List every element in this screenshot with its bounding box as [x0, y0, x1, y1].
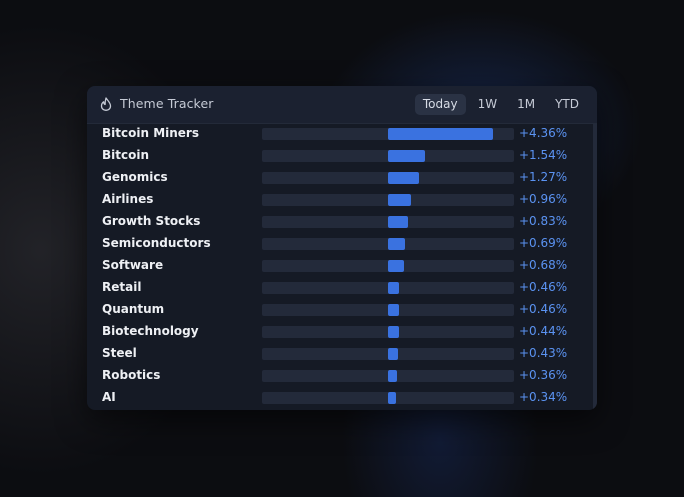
performance-bar-fill [388, 260, 405, 272]
tab-ytd[interactable]: YTD [555, 97, 579, 111]
theme-row[interactable]: Steel +0.43% [87, 343, 593, 365]
performance-bar-fill [388, 128, 493, 140]
theme-name: Genomics [102, 170, 168, 184]
performance-bar-track [262, 370, 514, 382]
theme-change-value: +0.83% [519, 214, 568, 228]
theme-row[interactable]: Retail +0.46% [87, 277, 593, 299]
performance-bar-fill [388, 370, 397, 382]
theme-row[interactable]: Semiconductors +0.69% [87, 233, 593, 255]
theme-change-value: +0.34% [519, 390, 568, 404]
performance-bar-fill [388, 326, 399, 338]
panel-title: Theme Tracker [120, 96, 214, 111]
performance-bar-track [262, 128, 514, 140]
theme-name: Growth Stocks [102, 214, 201, 228]
theme-change-value: +0.44% [519, 324, 568, 338]
performance-bar-track [262, 172, 514, 184]
performance-bar-fill [388, 392, 397, 404]
performance-bar-track [262, 282, 514, 294]
performance-bar-fill [388, 216, 408, 228]
performance-bar-track [262, 238, 514, 250]
theme-row[interactable]: Robotics +0.36% [87, 365, 593, 387]
theme-name: Semiconductors [102, 236, 211, 250]
performance-bar-track [262, 150, 514, 162]
theme-name: AI [102, 390, 116, 404]
performance-bar-track [262, 348, 514, 360]
theme-row[interactable]: AI +0.34% [87, 387, 593, 409]
theme-name: Steel [102, 346, 137, 360]
performance-bar-track [262, 304, 514, 316]
theme-name: Airlines [102, 192, 154, 206]
performance-bar-fill [388, 304, 400, 316]
theme-row[interactable]: Bitcoin Miners +4.36% [87, 123, 593, 145]
theme-row[interactable]: Quantum +0.46% [87, 299, 593, 321]
theme-change-value: +0.36% [519, 368, 568, 382]
theme-change-value: +0.96% [519, 192, 568, 206]
theme-name: Quantum [102, 302, 165, 316]
tab-today[interactable]: Today [414, 94, 466, 115]
theme-row[interactable]: Airlines +0.96% [87, 189, 593, 211]
theme-row[interactable]: Biotechnology +0.44% [87, 321, 593, 343]
theme-row[interactable]: Growth Stocks +0.83% [87, 211, 593, 233]
theme-name: Robotics [102, 368, 161, 382]
theme-change-value: +0.69% [519, 236, 568, 250]
tab-1w[interactable]: 1W [477, 97, 498, 111]
performance-bar-track [262, 260, 514, 272]
performance-bar-fill [388, 194, 412, 206]
theme-row[interactable]: Bitcoin +1.54% [87, 145, 593, 167]
theme-name: Bitcoin [102, 148, 150, 162]
performance-bar-fill [388, 282, 400, 294]
theme-change-value: +4.36% [519, 126, 568, 140]
timeframe-tabs: Today 1W 1M YTD [414, 94, 587, 115]
performance-bar-track [262, 392, 514, 404]
theme-name: Bitcoin Miners [102, 126, 199, 140]
performance-bar-fill [388, 150, 426, 162]
theme-tracker-panel: Theme Tracker Today 1W 1M YTD Bitcoin Mi… [87, 86, 597, 410]
theme-change-value: +0.46% [519, 302, 568, 316]
panel-header: Theme Tracker Today 1W 1M YTD [87, 86, 597, 124]
tab-1m[interactable]: 1M [517, 97, 536, 111]
theme-change-value: +0.43% [519, 346, 568, 360]
theme-row[interactable]: Genomics +1.27% [87, 167, 593, 189]
scrollbar[interactable] [593, 124, 597, 410]
theme-name: Software [102, 258, 164, 272]
theme-list: Bitcoin Miners +4.36% Bitcoin +1.54% Genomic… [87, 123, 593, 409]
flame-icon [100, 97, 112, 111]
performance-bar-track [262, 326, 514, 338]
theme-name: Biotechnology [102, 324, 199, 338]
performance-bar-fill [388, 238, 405, 250]
theme-change-value: +0.46% [519, 280, 568, 294]
performance-bar-track [262, 216, 514, 228]
performance-bar-track [262, 194, 514, 206]
theme-name: Retail [102, 280, 142, 294]
theme-row[interactable]: Software +0.68% [87, 255, 593, 277]
performance-bar-fill [388, 348, 399, 360]
performance-bar-fill [388, 172, 419, 184]
theme-change-value: +1.54% [519, 148, 568, 162]
theme-change-value: +0.68% [519, 258, 568, 272]
theme-change-value: +1.27% [519, 170, 568, 184]
